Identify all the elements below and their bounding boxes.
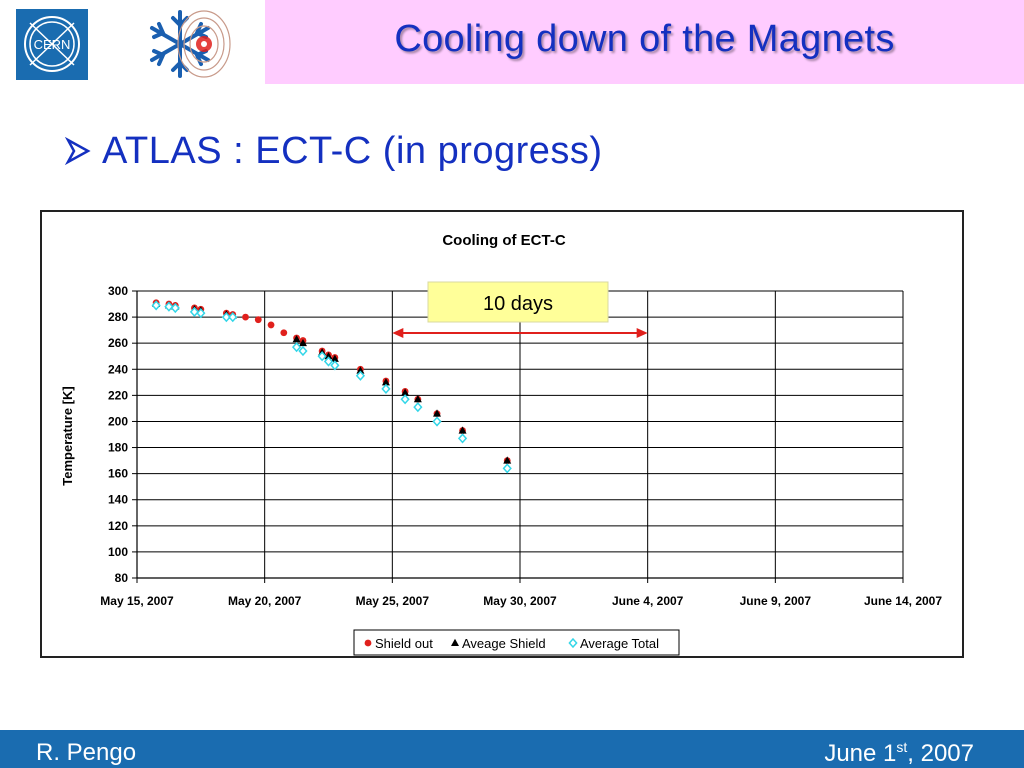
x-tick-label: June 4, 2007 [612, 594, 684, 608]
annotation-box [427, 281, 609, 323]
legend-label: Average Total [580, 636, 659, 651]
y-tick-label: 240 [108, 362, 128, 376]
data-point-triangle [356, 366, 365, 374]
data-point-diamond [170, 302, 180, 314]
data-point-diamond [323, 356, 334, 367]
data-point-diamond [457, 433, 468, 444]
y-tick-label: 200 [108, 414, 128, 428]
legend-box [353, 629, 680, 656]
annotation-arrowhead-left [392, 328, 404, 338]
legend-marker-diamond [568, 637, 578, 649]
y-tick-label: 100 [108, 545, 128, 559]
data-point-triangle [292, 335, 301, 343]
y-tick-label: 300 [108, 284, 128, 298]
chart: Cooling of ECT-C Temperature [K] 80 100 12… [60, 232, 942, 656]
data-point-diamond [221, 311, 231, 323]
data-point-diamond [502, 463, 512, 474]
data-point-diamond [151, 300, 161, 311]
y-tick-label: 140 [108, 493, 128, 507]
data-point-triangle [458, 426, 467, 434]
y-tick-label: 80 [115, 571, 129, 585]
legend-label: Aveage Shield [462, 636, 546, 651]
legend-marker-circle [364, 639, 372, 647]
date-superscript: st [896, 739, 908, 755]
y-tick-label: 260 [108, 336, 128, 350]
y-tick-label: 120 [108, 519, 128, 533]
date-suffix: , 2007 [907, 740, 974, 767]
data-point-diamond [355, 370, 366, 381]
cern-logo-text: CERN [34, 37, 71, 52]
data-point-diamond [381, 383, 391, 394]
header-band [265, 0, 1024, 84]
header-logo-area: CERN [0, 0, 265, 84]
data-point-diamond [189, 306, 200, 317]
y-tick-label: 180 [108, 441, 128, 455]
data-point-circle [242, 313, 249, 321]
data-point-triangle [324, 352, 333, 360]
chart-frame: Cooling of ECT-C Temperature [K] 80 100 12… [40, 210, 964, 658]
snowflake-magnet-logo [150, 10, 231, 78]
data-point-triangle [433, 409, 442, 417]
data-point-triangle [503, 456, 512, 464]
data-point-diamond [432, 416, 442, 427]
x-tick-label: May 25, 2007 [356, 594, 430, 608]
data-point-diamond [298, 345, 308, 357]
x-tick-label: June 14, 2007 [864, 594, 942, 608]
date-prefix: June 1 [824, 740, 897, 767]
data-point-diamond [400, 394, 410, 405]
chart-title: Cooling of ECT-C [442, 232, 565, 249]
y-axis-label: Temperature [K] [60, 386, 75, 485]
arrow-bullet-icon [64, 137, 91, 165]
footer: R. Pengo June 1st, 2007 [0, 730, 1024, 768]
data-point-diamond [164, 301, 174, 312]
data-point-triangle [401, 388, 410, 396]
slide-title: Cooling down of the Magnets [394, 18, 895, 60]
data-point-diamond [291, 341, 302, 353]
data-point-triangle [413, 395, 422, 403]
x-tick-label: May 30, 2007 [483, 594, 557, 608]
x-tick-label: June 9, 2007 [740, 594, 812, 608]
data-point-circle [280, 329, 288, 337]
data-point-circle [254, 316, 262, 324]
data-point-triangle [330, 354, 339, 362]
cern-logo: CERN [16, 9, 88, 80]
slide-date: June 1st, 2007 [824, 739, 974, 768]
y-tick-label: 160 [108, 467, 128, 481]
x-tick-label: May 15, 2007 [100, 594, 174, 608]
data-point-triangle [381, 378, 390, 386]
x-tick-label: May 20, 2007 [228, 594, 302, 608]
annotation-arrowhead-right [636, 328, 648, 338]
author-name: R. Pengo [36, 739, 137, 766]
data-point-diamond [228, 311, 238, 323]
y-tick-label: 280 [108, 310, 128, 324]
annotation-label: 10 days [483, 293, 553, 315]
legend-marker-triangle [451, 638, 459, 646]
bullet-text: ATLAS : ECT-C (in progress) [102, 129, 603, 172]
data-point-triangle [298, 338, 307, 347]
data-point-diamond [413, 401, 423, 413]
y-tick-label: 220 [108, 388, 128, 402]
legend-label: Shield out [375, 636, 433, 651]
data-point-diamond [196, 308, 206, 319]
data-point-circle [267, 321, 275, 329]
bullet-item: ATLAS : ECT-C (in progress) [64, 126, 603, 176]
data-point-diamond [330, 360, 340, 371]
data-point-diamond [317, 351, 327, 362]
